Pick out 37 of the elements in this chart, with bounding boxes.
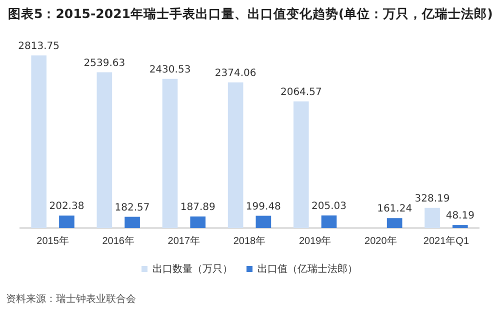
bar: [190, 216, 206, 228]
legend-label: 出口数量（万只）: [152, 262, 232, 275]
bar: [452, 225, 468, 228]
data-label: 202.38: [49, 201, 84, 212]
data-label: 2064.57: [280, 86, 322, 98]
data-label: 182.57: [114, 202, 150, 214]
x-tick-label: 2019年: [298, 234, 332, 247]
data-label: 199.48: [246, 201, 281, 212]
data-label: 2813.75: [18, 41, 60, 52]
x-tick-label: 2018年: [233, 234, 266, 247]
data-label: 205.03: [312, 201, 347, 212]
bar: [321, 215, 337, 228]
x-tick-label: 2021年Q1: [423, 234, 470, 247]
text: 资料来源：瑞士钟表业联合会: [6, 292, 136, 306]
data-label: 2374.06: [214, 68, 256, 79]
bar: [96, 72, 112, 228]
legend-label: 出口值（亿瑞士法郎）: [258, 262, 358, 275]
bar: [31, 55, 47, 228]
data-label: 328.19: [414, 193, 450, 204]
data-label: 48.19: [446, 210, 474, 222]
bar: [59, 216, 74, 228]
bar: [386, 218, 402, 228]
data-label: 161.24: [377, 204, 412, 215]
x-tick-label: 2015年: [36, 234, 69, 247]
data-label: 2539.63: [84, 58, 126, 69]
bar: [256, 216, 272, 228]
x-tick-label: 2016年: [102, 234, 134, 247]
data-label: 187.89: [180, 202, 216, 214]
bar: [124, 216, 140, 228]
bar: [293, 101, 309, 228]
x-tick-label: 2020年: [364, 234, 397, 247]
bar: [228, 82, 244, 228]
data-label: 2430.53: [149, 64, 191, 76]
bar: [162, 78, 178, 228]
bar: [424, 208, 440, 228]
x-tick-label: 2017年: [168, 234, 200, 247]
chart-title: 图表5：2015-2021年瑞士手表出口量、出口值变化趋势(单位：万只，亿瑞士法郎): [8, 6, 493, 23]
